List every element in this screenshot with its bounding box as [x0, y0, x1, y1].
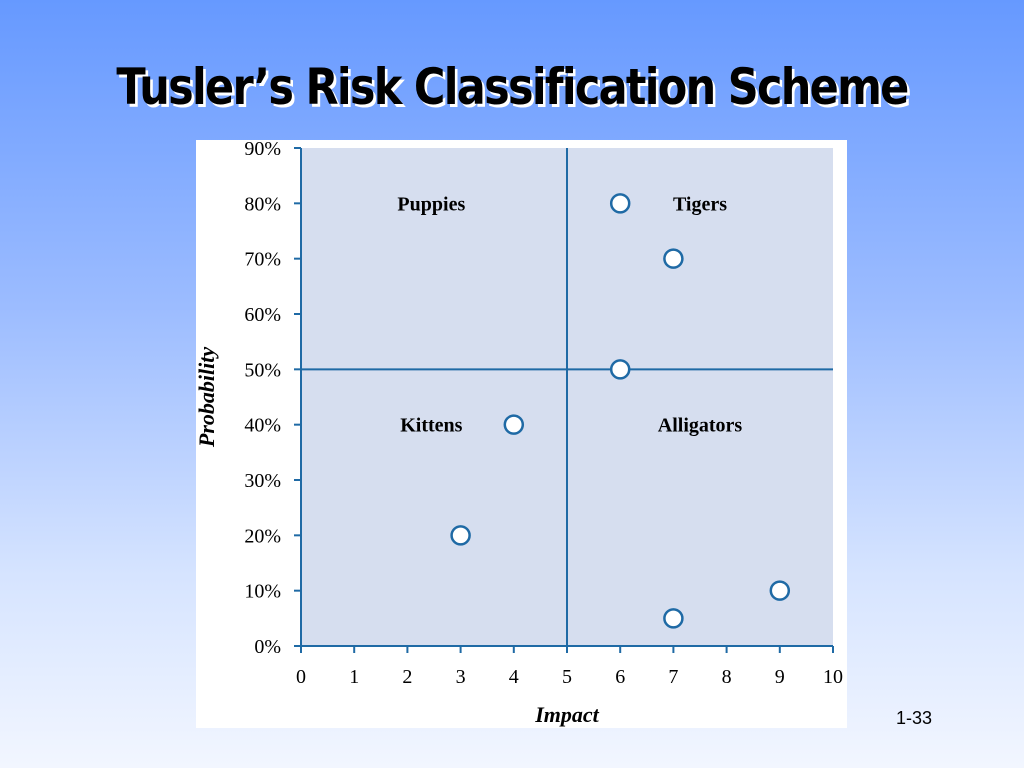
- quadrant-label-kittens: Kittens: [400, 415, 462, 437]
- scatter-point: [450, 525, 471, 546]
- y-tick-label: 20%: [244, 525, 281, 547]
- x-tick-label: 5: [562, 666, 572, 688]
- quadrant-labels: Puppies Tigers Kittens Alligators: [397, 193, 742, 436]
- quadrant-label-alligators: Alligators: [658, 415, 743, 437]
- y-tick-label: 0%: [254, 636, 281, 658]
- y-tick-label: 90%: [244, 140, 281, 160]
- y-axis-title: Probability: [196, 347, 219, 448]
- x-tick-label: 1: [349, 666, 359, 688]
- chart-panel: 0 1 2 3 4 5 6 7 8 9 10 0% 10% 20% 30% 40% 50% 60% 70% 80% 9…: [196, 140, 847, 728]
- x-tick-label: 3: [456, 666, 466, 688]
- x-tick-label: 2: [402, 666, 412, 688]
- data-points: [450, 193, 791, 629]
- y-axis-ticks: 0% 10% 20% 30% 40% 50% 60% 70% 80% 90%: [244, 140, 301, 658]
- x-axis-ticks: 0 1 2 3 4 5 6 7 8 9 10: [296, 646, 843, 688]
- quadrant-label-tigers: Tigers: [673, 193, 727, 215]
- quadrant-dividers: [301, 148, 833, 646]
- y-tick-label: 60%: [244, 304, 281, 326]
- x-tick-label: 9: [775, 666, 785, 688]
- x-tick-label: 10: [823, 666, 843, 688]
- scatter-point: [609, 193, 631, 214]
- scatter-point: [609, 359, 631, 380]
- x-axis-title: Impact: [534, 702, 599, 727]
- scatter-point: [663, 248, 684, 269]
- x-tick-label: 6: [615, 666, 625, 688]
- scatter-point: [503, 414, 525, 435]
- y-tick-label: 30%: [244, 470, 281, 492]
- quadrant-label-puppies: Puppies: [397, 193, 465, 215]
- x-tick-label: 7: [668, 666, 678, 688]
- slide-title: Tusler’s Risk Classification Scheme: [116, 58, 909, 116]
- x-tick-label: 4: [509, 666, 519, 688]
- x-tick-label: 0: [296, 666, 306, 688]
- scatter-point: [663, 608, 684, 629]
- y-tick-label: 10%: [244, 581, 281, 603]
- risk-scatter-chart: 0 1 2 3 4 5 6 7 8 9 10 0% 10% 20% 30% 40% 50% 60% 70% 80% 9…: [196, 140, 843, 727]
- y-tick-label: 80%: [244, 193, 281, 215]
- y-tick-label: 50%: [244, 359, 281, 381]
- page-number: 1-33: [896, 708, 933, 728]
- y-tick-label: 70%: [244, 249, 281, 271]
- x-tick-label: 8: [722, 666, 732, 688]
- scatter-point: [769, 580, 791, 601]
- y-tick-label: 40%: [244, 415, 281, 437]
